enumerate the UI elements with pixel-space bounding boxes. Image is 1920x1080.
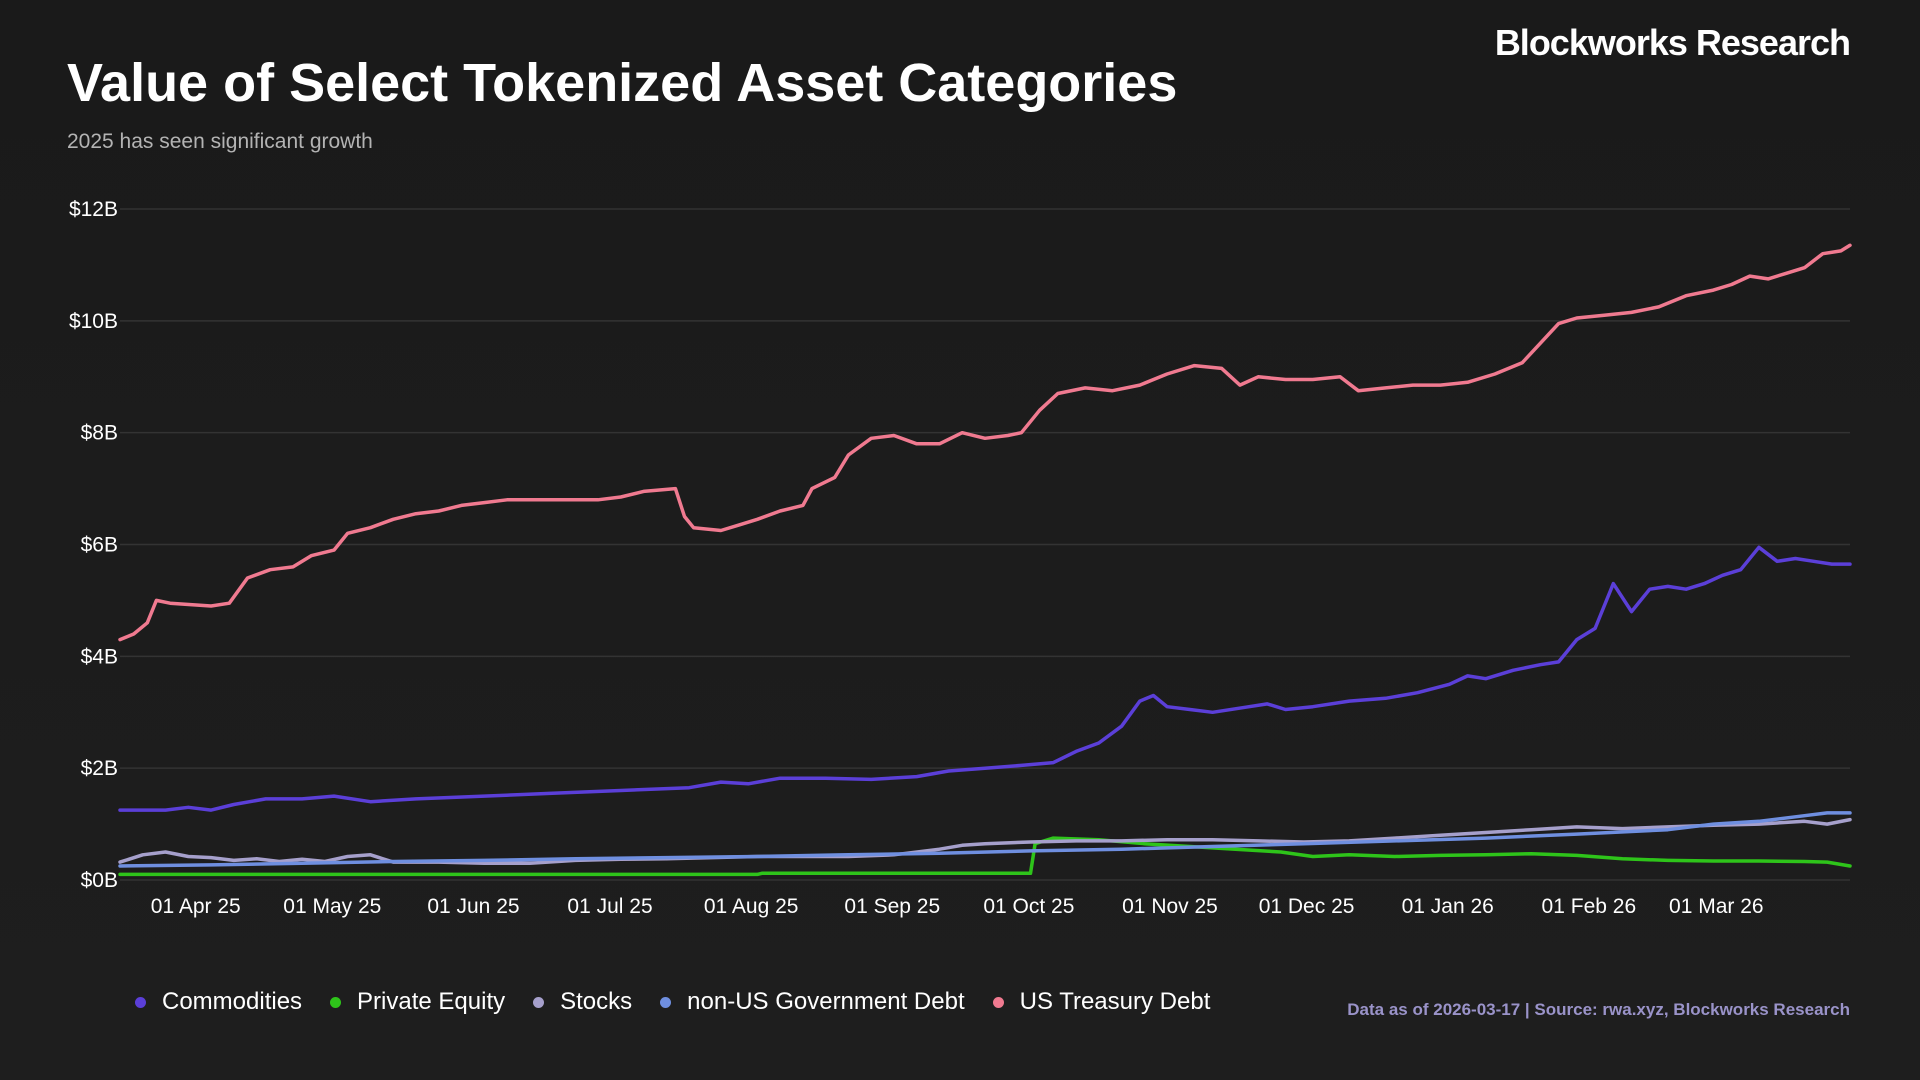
- y-tick-label: $10B: [69, 310, 118, 333]
- x-tick-label: 01 Oct 25: [983, 895, 1074, 918]
- series-line-private-equity: [118, 836, 1852, 877]
- chart-subtitle: 2025 has seen significant growth: [67, 130, 373, 153]
- x-tick-label: 01 Jun 25: [427, 895, 519, 918]
- brand-logo: Blockworks Research: [1494, 22, 1851, 63]
- x-axis-ticks: 01 Apr 25 01 May 25 01 Jun 25 01 Jul 25 01 A…: [151, 895, 1764, 918]
- source-note: Data as of 2026-03-17 | Source: rwa.xyz,…: [1347, 1000, 1850, 1019]
- x-tick-label: 01 Feb 26: [1542, 895, 1637, 918]
- legend-item-non-us-government-debt[interactable]: non-US Government Debt: [660, 988, 965, 1016]
- legend-label: Stocks: [560, 988, 633, 1015]
- x-tick-label: 01 Sep 25: [844, 895, 940, 918]
- legend-label: US Treasury Debt: [1019, 988, 1211, 1015]
- series-line-non-us-government-debt: [118, 811, 1852, 868]
- y-tick-label: $4B: [81, 645, 118, 668]
- legend-item-commodities[interactable]: Commodities: [135, 988, 302, 1016]
- legend-label: non-US Government Debt: [687, 988, 965, 1015]
- x-tick-label: 01 Nov 25: [1122, 895, 1218, 918]
- x-tick-label: 01 May 25: [283, 895, 381, 918]
- legend-dot-icon: [660, 996, 672, 1008]
- series-lines: [118, 243, 1852, 877]
- series-line-commodities: [118, 545, 1852, 812]
- x-tick-label: 01 Jul 25: [567, 895, 652, 918]
- legend-item-stocks[interactable]: Stocks: [533, 988, 632, 1016]
- legend-dot-icon: [135, 996, 146, 1008]
- y-tick-label: $0B: [81, 869, 118, 892]
- chart-legend: Commodities Private Equity Stocks non-US Go…: [135, 988, 1238, 1016]
- y-axis-ticks: $0B $2B $4B $6B $8B $10B $12B: [69, 198, 118, 892]
- x-tick-label: 01 Mar 26: [1669, 895, 1764, 918]
- x-tick-label: 01 Jan 26: [1402, 895, 1494, 918]
- x-tick-label: 01 Aug 25: [704, 895, 799, 918]
- legend-item-private-equity[interactable]: Private Equity: [330, 988, 505, 1016]
- series-line-us-treasury-debt: [118, 243, 1852, 642]
- grid-lines: [120, 208, 1850, 881]
- legend-item-us-treasury-debt[interactable]: US Treasury Debt: [992, 988, 1211, 1016]
- x-tick-label: 01 Apr 25: [151, 895, 241, 918]
- x-tick-label: 01 Dec 25: [1259, 895, 1355, 918]
- y-tick-label: $12B: [69, 198, 118, 221]
- legend-dot-icon: [992, 996, 1004, 1008]
- y-tick-label: $8B: [81, 422, 118, 445]
- y-tick-label: $2B: [81, 757, 118, 780]
- chart-title: Value of Select Tokenized Asset Categori…: [67, 53, 1178, 113]
- legend-label: Private Equity: [357, 988, 506, 1015]
- legend-label: Commodities: [162, 988, 303, 1015]
- legend-dot-icon: [330, 996, 342, 1008]
- y-tick-label: $6B: [81, 534, 118, 557]
- legend-dot-icon: [533, 996, 545, 1008]
